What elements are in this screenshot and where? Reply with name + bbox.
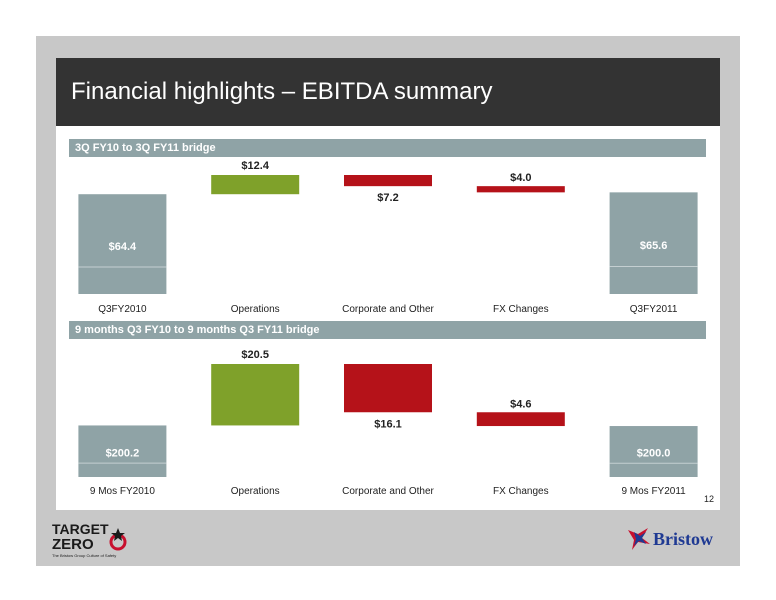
target-zero-logo-graphic: TARGET ZERO The Bristow Group Culture of… — [52, 521, 127, 558]
data-label: $20.5 — [241, 349, 269, 361]
category-label: Operations — [231, 486, 280, 497]
bar-corporate-and-other — [344, 175, 432, 187]
bar-operations — [211, 175, 300, 195]
data-label: $4.0 — [510, 172, 531, 184]
data-label: $200.0 — [637, 448, 671, 460]
bristow-emblem-icon — [628, 528, 650, 550]
data-label: $64.4 — [109, 241, 137, 253]
bar-corporate-and-other — [344, 364, 432, 413]
title-bar: Financial highlights – EBITDA summary — [56, 58, 720, 126]
logo-tz-tagline: The Bristow Group Culture of Safety — [52, 553, 116, 558]
bar-fx-changes — [476, 186, 565, 193]
page-title: Financial highlights – EBITDA summary — [71, 78, 493, 105]
category-label: Corporate and Other — [342, 304, 434, 315]
bar-9-mos-fy2011 — [609, 426, 698, 477]
logo-tz-line1: TARGET — [52, 521, 109, 537]
data-label: $12.4 — [241, 160, 269, 172]
data-label: $4.6 — [510, 398, 531, 410]
bar-fx-changes — [476, 412, 565, 427]
target-zero-logo: TARGET ZERO The Bristow Group Culture of… — [52, 520, 138, 565]
star-icon — [111, 528, 125, 541]
category-label: 9 Mos FY2011 — [621, 486, 686, 497]
chart1-title: 3Q FY10 to 3Q FY11 bridge — [69, 139, 706, 157]
category-label: FX Changes — [493, 304, 549, 315]
category-label: FX Changes — [493, 486, 549, 497]
data-label: $65.6 — [640, 240, 668, 252]
category-label: 9 Mos FY2010 — [90, 486, 155, 497]
category-label: Q3FY2010 — [98, 304, 147, 315]
chart2-title: 9 months Q3 FY10 to 9 months Q3 FY11 bri… — [69, 321, 706, 339]
bar-q3fy2010 — [78, 194, 167, 294]
chart-quarter-bridge: $64.4 Q3FY2010 $12.4 Operations $7.2 Corporat… — [78, 160, 698, 315]
chart-nine-month-bridge: $200.2 9 Mos FY2010 $20.5 Operations $16.1 Co… — [78, 349, 698, 497]
page-number: 12 — [704, 494, 715, 504]
bar-operations — [211, 364, 300, 426]
category-label: Operations — [231, 304, 280, 315]
category-label: Corporate and Other — [342, 486, 434, 497]
data-label: $7.2 — [377, 192, 398, 204]
category-label: Q3FY2011 — [630, 304, 678, 315]
data-label: $200.2 — [106, 447, 140, 459]
bar-q3fy2011 — [609, 192, 698, 294]
logo-br-text: Bristow — [653, 529, 713, 549]
bristow-logo-graphic: Bristow — [628, 528, 713, 550]
slide-body — [56, 58, 720, 510]
data-label: $16.1 — [374, 418, 402, 430]
logo-tz-line2: ZERO — [52, 536, 94, 553]
bar-9-mos-fy2010 — [78, 425, 167, 477]
bristow-logo: Bristow — [626, 524, 726, 559]
